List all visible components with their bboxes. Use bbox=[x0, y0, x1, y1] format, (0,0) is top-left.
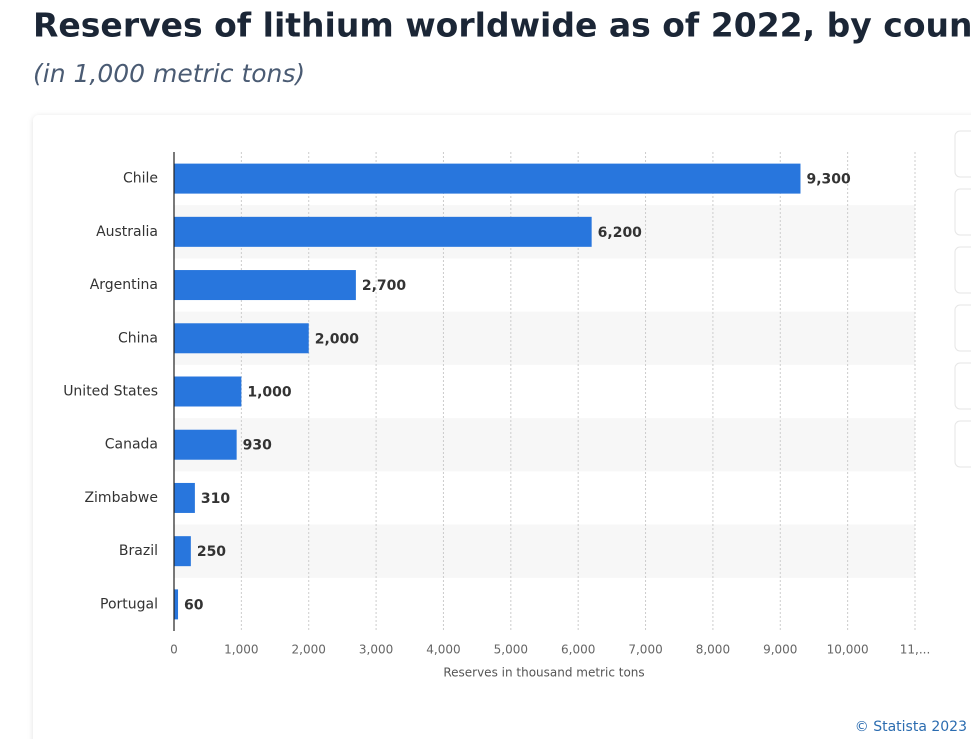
chart-title: Reserves of lithium worldwide as of 2022… bbox=[33, 6, 971, 45]
side-buttons[interactable] bbox=[954, 130, 971, 468]
bar bbox=[174, 482, 195, 513]
side-button[interactable] bbox=[954, 304, 971, 352]
y-tick-label: Portugal bbox=[100, 596, 158, 612]
x-tick-label: 1,000 bbox=[224, 643, 258, 657]
value-label: 2,000 bbox=[315, 331, 360, 347]
value-label: 930 bbox=[243, 438, 272, 454]
y-tick-label: Zimbabwe bbox=[84, 490, 158, 506]
x-tick-label: 11,... bbox=[900, 643, 931, 657]
side-button[interactable] bbox=[954, 420, 971, 468]
x-tick-label: 10,000 bbox=[827, 643, 869, 657]
value-label: 6,200 bbox=[598, 225, 643, 241]
x-tick-label: 5,000 bbox=[494, 643, 528, 657]
value-label: 2,700 bbox=[362, 278, 407, 294]
chart-subtitle: (in 1,000 metric tons) bbox=[33, 59, 305, 88]
bar bbox=[174, 216, 592, 247]
x-axis-label: Reserves in thousand metric tons bbox=[443, 666, 644, 680]
side-button[interactable] bbox=[954, 188, 971, 236]
y-tick-label: Brazil bbox=[119, 543, 158, 559]
y-tick-label: Australia bbox=[96, 224, 158, 240]
x-tick-label: 2,000 bbox=[292, 643, 326, 657]
bar bbox=[174, 270, 356, 301]
y-tick-label: Chile bbox=[123, 171, 158, 187]
x-tick-label: 7,000 bbox=[628, 643, 662, 657]
row-band bbox=[174, 418, 915, 472]
y-tick-label: Argentina bbox=[90, 277, 158, 293]
bar bbox=[174, 536, 191, 567]
y-tick-label: Canada bbox=[105, 437, 158, 453]
bar bbox=[174, 589, 179, 620]
x-tick-label: 4,000 bbox=[426, 643, 460, 657]
x-tick-label: 0 bbox=[170, 643, 178, 657]
bar bbox=[174, 376, 242, 407]
bar bbox=[174, 163, 801, 194]
side-button[interactable] bbox=[954, 362, 971, 410]
row-band bbox=[174, 524, 915, 578]
x-tick-label: 3,000 bbox=[359, 643, 393, 657]
x-tick-label: 9,000 bbox=[763, 643, 797, 657]
x-tick-label: 8,000 bbox=[696, 643, 730, 657]
side-button[interactable] bbox=[954, 130, 971, 178]
value-label: 1,000 bbox=[247, 385, 292, 401]
value-label: 9,300 bbox=[806, 172, 851, 188]
plot: 0 1,000 2,000 3,000 4,000 5,000 6,000 7,000 8,00… bbox=[63, 152, 930, 657]
side-button[interactable] bbox=[954, 246, 971, 294]
value-label: 310 bbox=[201, 491, 230, 507]
y-tick-label: China bbox=[118, 330, 158, 346]
bar bbox=[174, 323, 309, 354]
y-tick-label: United States bbox=[63, 384, 158, 400]
bar bbox=[174, 429, 237, 460]
value-label: 250 bbox=[197, 544, 226, 560]
source: © Statista 2023 bbox=[855, 719, 967, 735]
value-label: 60 bbox=[184, 597, 204, 613]
x-tick-label: 6,000 bbox=[561, 643, 595, 657]
